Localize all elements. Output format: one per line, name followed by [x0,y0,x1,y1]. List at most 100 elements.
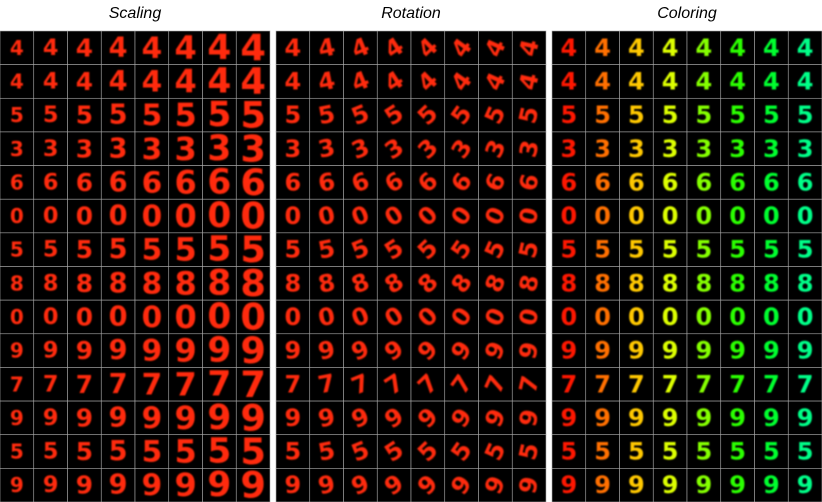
digit-image: 5 [561,236,578,264]
image-cell [67,266,102,301]
image-cell [134,468,170,502]
digit-image: 0 [240,195,266,238]
digit-image: 9 [76,471,93,500]
image-cell [376,30,412,65]
image-cell [100,165,136,200]
image-cell [202,299,237,335]
digit-image: 9 [142,334,163,368]
digit-image: 9 [763,404,780,432]
digit-image: 6 [763,168,780,196]
image-cell [754,131,789,166]
digit-image: 4 [316,32,338,63]
digit-image: 5 [763,236,780,264]
digit-image: 5 [316,436,338,467]
image-cell [202,131,237,166]
digit-image: 3 [43,136,59,162]
digit-image: 7 [696,370,713,398]
image-cell [343,434,378,469]
image-cell [478,30,513,65]
image-cell [202,468,237,502]
digit-image: 3 [729,135,746,163]
digit-image: 5 [594,236,611,264]
image-cell [100,468,136,502]
digit-image: 7 [316,369,338,400]
image-cell [720,131,755,166]
digit-image: 4 [662,67,679,95]
digit-image: 8 [316,268,338,299]
image-cell [410,198,446,234]
digit-image: 9 [207,465,231,502]
digit-image: 9 [696,471,713,499]
digit-image: 0 [285,303,302,331]
digit-image: 0 [561,202,578,230]
image-cell [33,400,68,436]
digit-image: 5 [729,438,746,466]
image-cell [0,165,35,200]
digit-image: 4 [10,69,24,93]
image-cell [511,97,547,133]
image-cell [444,299,479,335]
image-cell [410,400,446,436]
image-cell [100,30,136,65]
digit-image: 7 [628,370,645,398]
image-cell [134,266,170,301]
image-cell [100,400,136,436]
image-cell [275,434,311,469]
digit-image: 9 [763,471,780,499]
image-cell [754,30,789,65]
digit-image: 3 [594,135,611,163]
image-cell [202,232,237,267]
image-cell [410,299,446,335]
image-cell [343,165,378,200]
digit-image: 5 [207,95,231,135]
digit-image: 4 [729,34,746,62]
image-cell [0,198,35,234]
image-cell [33,333,68,368]
image-cell [444,30,479,65]
digit-image: 8 [561,269,578,297]
image-cell [511,165,547,200]
image-cell [511,64,547,99]
digit-image: 5 [109,234,128,265]
digit-image: 9 [594,471,611,499]
image-cell [235,468,271,502]
digit-image: 5 [43,102,59,128]
image-cell [275,165,311,200]
digit-image: 5 [316,100,338,131]
image-cell [511,367,547,402]
image-cell [787,232,822,267]
digit-image: 4 [662,34,679,62]
image-cell [551,299,587,335]
image-cell [343,131,378,166]
digit-image: 4 [76,67,93,96]
digit-image: 6 [729,168,746,196]
image-cell [67,400,102,436]
digit-image: 3 [662,135,679,163]
image-cell [343,30,378,65]
digit-image: 4 [514,37,545,60]
digit-image: 0 [628,202,645,230]
digit-image: 4 [142,31,163,65]
image-cell [787,468,822,502]
image-cell [652,434,688,469]
digit-image: 5 [285,101,302,129]
digit-image: 0 [729,202,746,230]
digit-image: 0 [797,202,814,230]
image-cell [33,97,68,133]
image-cell [686,165,722,200]
digit-image: 4 [514,70,545,93]
image-cell [309,299,344,335]
image-cell [686,468,722,502]
digit-image: 9 [514,339,545,362]
digit-image: 9 [109,402,128,433]
digit-image: 7 [109,369,128,400]
digit-image: 3 [240,127,266,170]
image-cell [787,198,822,234]
digit-image: 5 [561,101,578,129]
digit-image: 0 [696,202,713,230]
image-cell [134,434,170,469]
digit-image: 7 [763,370,780,398]
digit-image: 0 [316,302,338,333]
image-cell [309,434,344,469]
